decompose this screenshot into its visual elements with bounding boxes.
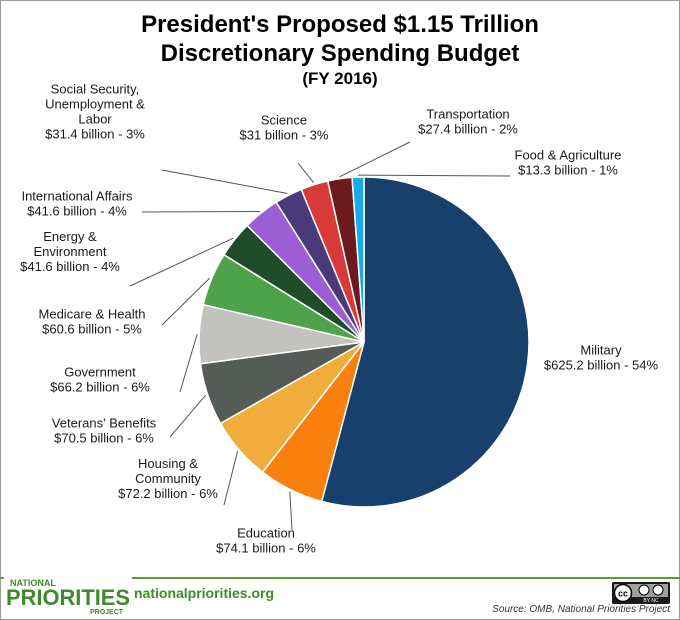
leader-line-12 [357,174,511,177]
leader-line-7 [129,237,234,287]
slice-label-1: Military $625.2 billion - 54% [544,343,659,373]
pie-chart: Military $625.2 billion - 54% Education $74… [20,82,659,556]
logo-text-national: NATIONAL [10,578,56,588]
leader-line-5 [179,333,198,393]
pie-slice-1 [320,176,530,508]
pie-slice-12 [351,176,365,343]
national-priorities-logo: NATIONAL PRIORITIES PROJECT [4,576,132,616]
leader-line-10 [297,162,315,184]
leader-line-4 [169,394,207,438]
leader-line-9 [161,169,288,194]
logo-text-priorities: PRIORITIES [6,585,130,610]
svg-text:BY NC: BY NC [643,598,659,604]
leader-line-2 [289,491,293,531]
leader-line-6 [161,277,211,326]
title-line-2: Discretionary Spending Budget [160,40,520,67]
footer-divider [0,577,680,579]
slice-label-6: Medicare & Health $60.6 billion - 5% [39,307,146,337]
title-line-3: (FY 2016) [302,69,378,88]
chart-title: President's Proposed $1.15 Trillion Disc… [0,10,680,90]
slice-label-11: Transportation $27.4 billion - 2% [418,107,518,137]
slice-label-4: Veterans' Benefits $70.5 billion - 6% [52,416,157,446]
slice-label-3: Housing & Community $72.2 billion - 6% [118,456,218,501]
leader-line-8 [141,211,260,213]
slice-label-8: International Affairs $41.6 billion - 4% [21,189,133,219]
creative-commons-badge-icon: cc BY NC [612,582,670,604]
logo-text-project: PROJECT [90,609,124,616]
leader-line-11 [339,141,411,178]
leader-line-3 [223,450,239,506]
slice-label-10: Science $31 billion - 3% [240,113,329,143]
slice-label-7: Energy & Environment $41.6 billion - 4% [20,229,120,274]
website-link[interactable]: nationalpriorities.org [134,585,275,601]
slice-label-9: Social Security, Unemployment & Labor $31.4… [45,82,145,142]
slice-label-2: Education $74.1 billion - 6% [216,526,316,556]
svg-text:cc: cc [618,589,628,599]
slice-label-5: Government $66.2 billion - 6% [50,365,150,395]
slice-label-12: Food & Agriculture $13.3 billion - 1% [515,148,622,178]
title-line-1: President's Proposed $1.15 Trillion [141,11,539,38]
source-note: Source: OMB, National Priorities Project [492,604,670,615]
